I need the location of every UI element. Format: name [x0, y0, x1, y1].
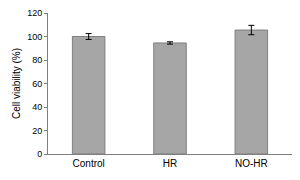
svg-text:20: 20: [32, 126, 42, 136]
svg-text:120: 120: [27, 8, 42, 18]
svg-text:60: 60: [32, 79, 42, 89]
svg-text:0: 0: [37, 149, 42, 159]
svg-text:100: 100: [27, 32, 42, 42]
svg-text:NO-HR: NO-HR: [235, 158, 268, 169]
svg-text:Cell viability (%): Cell viability (%): [11, 48, 22, 119]
svg-text:40: 40: [32, 102, 42, 112]
svg-text:80: 80: [32, 55, 42, 65]
svg-text:Control: Control: [73, 158, 105, 169]
svg-text:HR: HR: [163, 158, 177, 169]
